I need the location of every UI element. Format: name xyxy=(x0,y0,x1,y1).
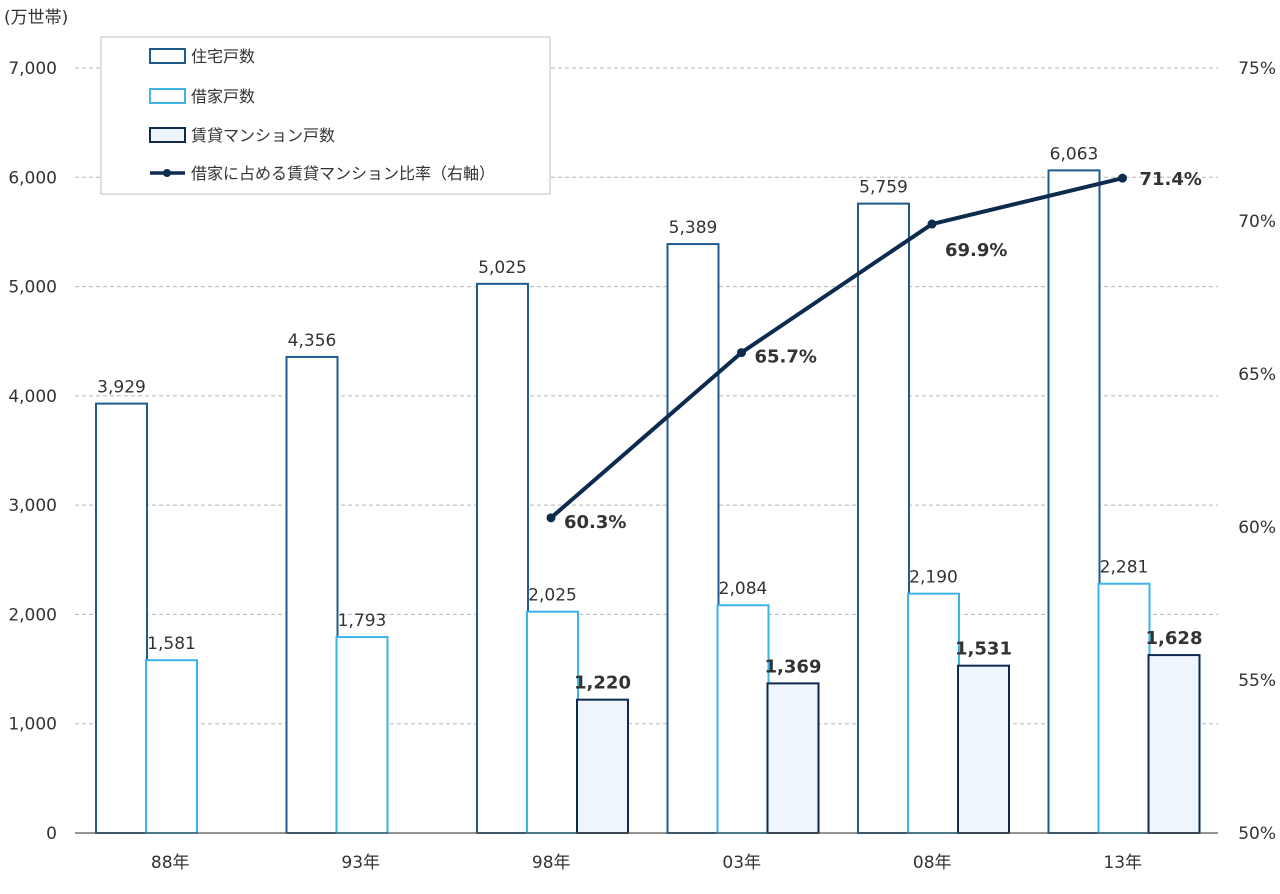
y2-tick-label: 70% xyxy=(1238,212,1276,232)
bar-labels: 3,929 1,581 4,356 1,793 5,025 2,025 1,220 5,389… xyxy=(97,144,1202,693)
x-tick-label: 08年 xyxy=(913,853,952,873)
legend-swatch-rental xyxy=(149,88,186,104)
ratio-marker xyxy=(927,219,937,229)
data-label-mansion: 1,628 xyxy=(1146,628,1203,649)
x-tick-label: 03年 xyxy=(722,853,761,873)
bar-mansion xyxy=(1147,654,1201,835)
y2-tick-label: 75% xyxy=(1238,59,1276,79)
data-label-rental: 2,190 xyxy=(909,568,958,588)
data-label-rental: 2,025 xyxy=(528,586,577,606)
x-tick-label: 93年 xyxy=(341,853,380,873)
ratio-marker xyxy=(546,513,556,523)
data-label-rental: 2,281 xyxy=(1100,558,1149,578)
legend-swatch-housing xyxy=(149,48,186,64)
data-label-housing: 5,389 xyxy=(669,218,718,238)
y-tick-label: 1,000 xyxy=(8,715,57,735)
bar-housing xyxy=(857,202,910,834)
bar-rental xyxy=(145,659,198,835)
y2-axis-ticks: 50% 55% 60% 65% 70% 75% xyxy=(1238,59,1276,844)
ratio-marker xyxy=(737,348,746,358)
bar-housing xyxy=(95,402,148,834)
bar-housing xyxy=(666,243,720,835)
legend-label-ratio: 借家に占める賃貸マンション比率（右軸） xyxy=(191,164,495,183)
x-axis-ticks: 88年 93年 98年 03年 08年 13年 xyxy=(151,853,1142,873)
data-label-housing: 3,929 xyxy=(97,378,146,398)
ratio-data-label: 69.9% xyxy=(945,240,1007,261)
legend-label-mansion: 賃貸マンション戸数 xyxy=(191,126,335,145)
bar-rental xyxy=(907,592,960,835)
legend-label-rental: 借家戸数 xyxy=(191,87,255,106)
x-tick-label: 88年 xyxy=(151,853,190,873)
y-axis-unit: (万世帯) xyxy=(4,8,68,28)
data-label-mansion: 1,531 xyxy=(955,639,1012,660)
bar-rental xyxy=(335,636,389,834)
bar-rental xyxy=(716,604,770,835)
bars xyxy=(95,169,1201,835)
data-label-mansion: 1,369 xyxy=(765,656,822,677)
y-tick-label: 0 xyxy=(46,824,57,844)
y-tick-label: 7,000 xyxy=(8,59,57,79)
y-tick-label: 2,000 xyxy=(8,605,57,625)
y2-tick-label: 55% xyxy=(1238,671,1276,691)
legend: 住宅戸数 借家戸数 賃貸マンション戸数 借家に占める賃貸マンション比率（右軸） xyxy=(100,36,551,195)
ratio-data-label: 65.7% xyxy=(755,347,817,368)
legend-label-housing: 住宅戸数 xyxy=(191,47,255,66)
y-axis-ticks: 0 1,000 2,000 3,000 4,000 5,000 6,000 7,000 xyxy=(8,59,57,844)
data-label-rental: 1,793 xyxy=(338,611,387,631)
ratio-labels: 60.3% 65.7% 69.9% 71.4% xyxy=(564,169,1202,533)
ratio-line-path xyxy=(549,176,1125,520)
ratio-line xyxy=(546,173,1127,523)
y-tick-label: 5,000 xyxy=(8,278,57,298)
data-label-rental: 2,084 xyxy=(719,579,768,599)
data-label-housing: 5,025 xyxy=(478,258,527,278)
legend-swatch-mansion xyxy=(149,127,186,143)
ratio-marker xyxy=(1118,173,1127,183)
bar-rental xyxy=(1097,582,1151,835)
bar-rental xyxy=(526,610,579,834)
x-tick-label: 98年 xyxy=(532,853,571,873)
y2-tick-label: 50% xyxy=(1238,824,1276,844)
bar-mansion xyxy=(957,664,1010,835)
x-tick-label: 13年 xyxy=(1103,853,1142,873)
ratio-data-label: 71.4% xyxy=(1140,169,1202,190)
bar-housing xyxy=(285,355,339,834)
data-label-housing: 6,063 xyxy=(1050,144,1099,164)
bar-mansion xyxy=(766,682,820,835)
data-label-housing: 4,356 xyxy=(288,331,337,351)
data-label-rental: 1,581 xyxy=(147,634,196,654)
bar-mansion xyxy=(576,698,629,835)
y-tick-label: 6,000 xyxy=(8,168,57,188)
legend-swatch-ratio-marker xyxy=(163,169,171,177)
bar-housing xyxy=(1047,169,1101,835)
ratio-data-label: 60.3% xyxy=(564,512,626,533)
y-tick-label: 3,000 xyxy=(8,496,57,516)
y2-tick-label: 60% xyxy=(1238,518,1276,538)
y-tick-label: 4,000 xyxy=(8,387,57,407)
data-label-mansion: 1,220 xyxy=(574,673,631,694)
bar-housing xyxy=(476,282,529,834)
data-label-housing: 5,759 xyxy=(859,178,908,198)
y2-tick-label: 65% xyxy=(1238,365,1276,385)
